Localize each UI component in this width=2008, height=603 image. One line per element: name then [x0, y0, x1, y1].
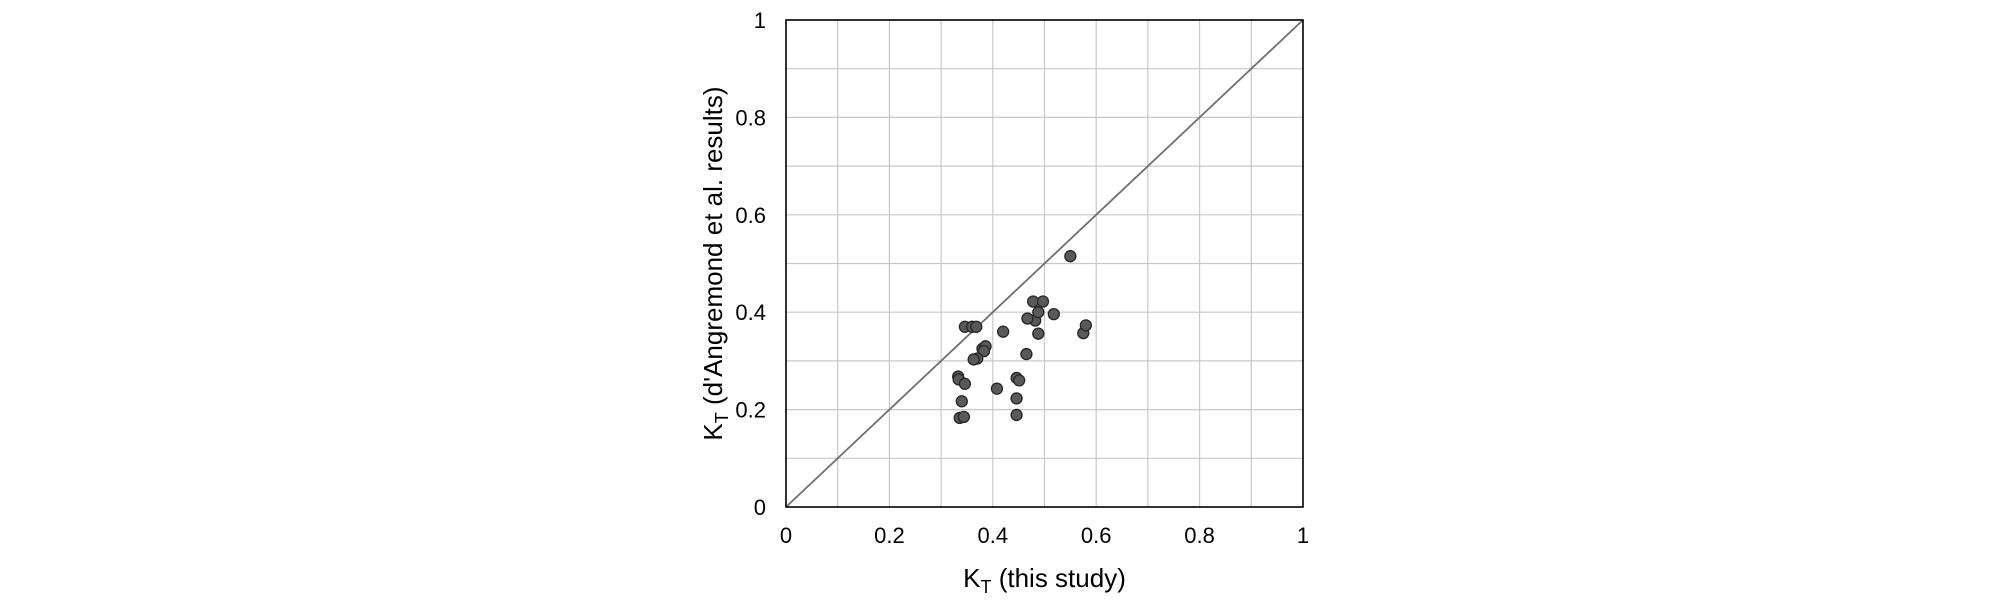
reference-line-y-equals-x [785, 19, 1304, 508]
x-tick-label: 1 [1297, 523, 1309, 548]
data-point [1079, 319, 1093, 332]
y-tick-label: 0.4 [735, 300, 766, 325]
x-tick-label: 0.2 [874, 523, 905, 548]
data-point [996, 325, 1010, 338]
data-point [1064, 250, 1077, 263]
x-tick-label: 0 [780, 523, 792, 548]
data-point [958, 377, 972, 390]
x-tick-labels: 0 0.2 0.4 0.6 0.8 1 [780, 523, 1309, 548]
x-tick-label: 0.8 [1184, 523, 1215, 548]
y-tick-label: 0 [754, 495, 766, 520]
gridlines [786, 20, 1303, 507]
y-axis-label: KT (d'Angremond et al. results) [698, 86, 732, 440]
plot-area-frame [785, 19, 1304, 508]
data-point [1032, 327, 1045, 340]
data-point [970, 320, 983, 333]
x-tick-label: 0.4 [978, 523, 1009, 548]
data-point [967, 353, 980, 366]
data-point [955, 395, 968, 408]
data-point [1013, 374, 1026, 387]
data-points [952, 250, 1093, 425]
y-tick-label: 0.8 [735, 105, 766, 130]
data-point [1010, 408, 1023, 422]
y-tick-label: 0.6 [735, 203, 766, 228]
x-axis-label: KT (this study) [963, 563, 1126, 597]
y-tick-labels: 0 0.2 0.4 0.6 0.8 1 [735, 8, 766, 520]
y-tick-label: 1 [754, 8, 766, 33]
data-point [1021, 312, 1034, 325]
x-tick-label: 0.6 [1081, 523, 1112, 548]
data-point [990, 382, 1004, 395]
data-point [957, 410, 970, 424]
y-tick-label: 0.2 [735, 398, 766, 423]
data-point [1020, 347, 1033, 361]
data-point [1010, 392, 1023, 405]
data-point [1036, 295, 1050, 308]
data-point [1047, 307, 1060, 321]
data-point [1032, 306, 1045, 319]
